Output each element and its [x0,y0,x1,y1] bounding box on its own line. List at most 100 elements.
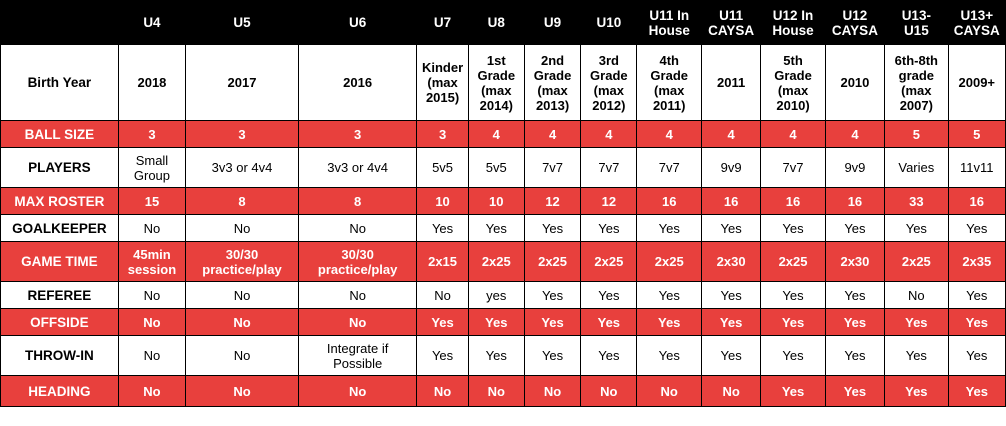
table-cell: 3v3 or 4v4 [297,147,418,188]
table-cell: Yes [884,214,949,242]
table-cell: Yes [523,308,582,336]
table-cell: Yes [700,214,762,242]
table-cell: 2017 [185,44,299,121]
table-cell: Yes [760,308,826,336]
table-cell: Yes [824,281,886,309]
table-cell: 16 [947,187,1006,215]
table-cell: Yes [523,335,582,376]
column-header: U5 [185,0,299,45]
table-cell: No [117,281,187,309]
table-cell: 2009+ [947,44,1006,121]
table-cell: Yes [467,214,525,242]
row-label: REFEREE [0,281,119,309]
age-group-rules-table: U4 U5 U6 U7 U8 U9 U10 U11 In House U11 CAYSA U12 … [0,0,1006,407]
table-row: OFFSIDE No No No Yes Yes Yes Yes Yes Yes Yes Yes Yes… [0,308,1006,336]
table-cell: 2nd Grade (max 2013) [523,44,582,121]
table-cell: 30/30 practice/play [297,241,418,282]
table-cell: Yes [884,335,949,376]
table-cell: Yes [760,281,826,309]
table-cell: yes [467,281,525,309]
table-cell: 2x25 [467,241,525,282]
table-row: MAX ROSTER 15 8 8 10 10 12 12 16 16 16 16 33 16 [0,187,1006,215]
table-cell: Yes [760,335,826,376]
table-cell: Yes [760,214,826,242]
table-cell: No [467,375,525,407]
table-cell: 4 [580,120,638,148]
table-cell: 3 [416,120,469,148]
table-cell: Yes [947,375,1006,407]
table-cell: Integrate if Possible [297,335,418,376]
table-cell: No [700,375,762,407]
table-cell: 6th-8th grade (max 2007) [884,44,949,121]
table-cell: 2x25 [636,241,702,282]
table-cell: 16 [824,187,886,215]
table-cell: No [297,281,418,309]
column-header: U8 [467,0,525,45]
table-cell: No [117,214,187,242]
table-cell: Yes [636,335,702,376]
table-cell: 2x35 [947,241,1006,282]
table-cell: 5 [947,120,1006,148]
table-row: BALL SIZE 3 3 3 3 4 4 4 4 4 4 4 5 5 [0,120,1006,148]
table-cell: No [185,214,299,242]
table-cell: 2x25 [580,241,638,282]
table-cell: Yes [580,308,638,336]
table-cell: No [297,308,418,336]
header-corner [0,0,119,45]
table-cell: 7v7 [760,147,826,188]
table-cell: 4 [636,120,702,148]
column-header: U4 [117,0,187,45]
table-cell: No [117,375,187,407]
table-cell: 4th Grade (max 2011) [636,44,702,121]
table-cell: Yes [824,214,886,242]
table-cell: Yes [467,308,525,336]
table-cell: Yes [884,375,949,407]
table-cell: 3v3 or 4v4 [185,147,299,188]
table-cell: 45min session [117,241,187,282]
table-cell: Yes [416,335,469,376]
table-cell: Yes [523,281,582,309]
table-cell: No [523,375,582,407]
table-cell: No [416,281,469,309]
table-cell: 5 [884,120,949,148]
table-cell: Yes [884,308,949,336]
table-cell: 15 [117,187,187,215]
table-cell: Yes [947,281,1006,309]
table-cell: Yes [580,214,638,242]
table-cell: 2x25 [523,241,582,282]
column-header: U11 CAYSA [700,0,762,45]
table-cell: 2x30 [824,241,886,282]
table-body: Birth Year 2018 2017 2016 Kinder (max 2015) 1… [0,44,1006,407]
column-header: U9 [523,0,582,45]
table-cell: 10 [416,187,469,215]
table-cell: Yes [824,335,886,376]
row-label: OFFSIDE [0,308,119,336]
column-header: U12 In House [760,0,826,45]
table-cell: 3 [297,120,418,148]
table-cell: No [117,308,187,336]
table-cell: 7v7 [636,147,702,188]
table-cell: 5v5 [467,147,525,188]
table-cell: Yes [760,375,826,407]
table-cell: 3 [117,120,187,148]
table-cell: Yes [947,308,1006,336]
table-cell: Yes [824,375,886,407]
table-cell: 4 [700,120,762,148]
table-cell: 2016 [297,44,418,121]
column-header: U10 [580,0,638,45]
table-cell: Yes [580,335,638,376]
column-header: U11 In House [636,0,702,45]
table-cell: No [884,281,949,309]
table-cell: Yes [700,281,762,309]
table-cell: 16 [760,187,826,215]
table-cell: 33 [884,187,949,215]
table-cell: 11v11 [947,147,1006,188]
row-label: GOALKEEPER [0,214,119,242]
table-cell: 8 [185,187,299,215]
table-cell: 12 [580,187,638,215]
row-label: GAME TIME [0,241,119,282]
table-cell: No [636,375,702,407]
table-cell: Varies [884,147,949,188]
table-cell: Yes [700,308,762,336]
table-cell: Yes [636,308,702,336]
